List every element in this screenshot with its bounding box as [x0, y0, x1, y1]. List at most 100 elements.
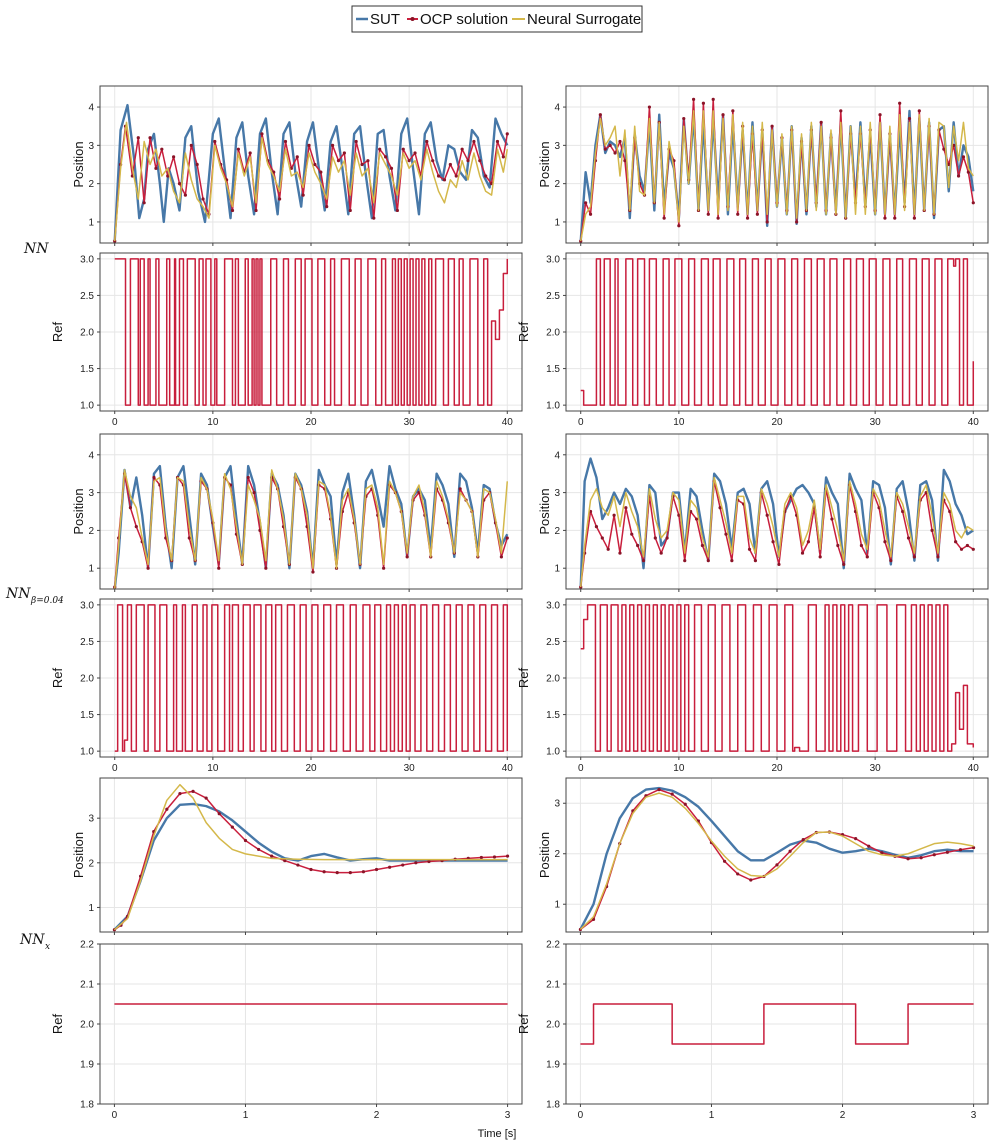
ocp-point [683, 559, 687, 563]
series-ocp-solution-line [580, 604, 975, 752]
y-tick-label: 1.9 [80, 1060, 94, 1071]
ocp-point [724, 532, 728, 536]
ocp-point [932, 853, 936, 857]
series-ocp-solution-line [580, 1003, 974, 1045]
ocp-point [867, 844, 871, 848]
y-tick-label: 2.5 [80, 637, 94, 648]
panel-11: 0 1 2 3 1.8 1.9 2.0 2.1 2.2 Ref [516, 940, 989, 1121]
y-tick-label: 1.0 [80, 747, 94, 758]
series-neural-surrogate-line [113, 783, 508, 931]
ocp-point [217, 566, 221, 570]
panel-frame [565, 777, 989, 933]
ocp-point [917, 109, 921, 113]
y-tick-label: 1.0 [80, 401, 94, 412]
ocp-point [747, 547, 752, 551]
x-tick-label: 0 [112, 1110, 118, 1121]
ocp-point [959, 547, 964, 551]
ocp-point [736, 212, 740, 216]
y-tick-label: 2.0 [80, 674, 94, 685]
series-neural-surrogate-line [113, 469, 509, 589]
x-tick-label: 1 [243, 1110, 249, 1121]
y-tick-label: 1 [88, 217, 94, 228]
ocp-point [311, 570, 315, 574]
ocp-point [788, 849, 792, 853]
ocp-point [401, 147, 405, 151]
ocp-point [187, 536, 191, 540]
series-neural-surrogate-line [579, 476, 974, 588]
ocp-point [309, 867, 313, 872]
ocp-point [701, 101, 705, 105]
ocp-point [472, 139, 476, 144]
ocp-point [608, 143, 612, 147]
ocp-point [146, 566, 150, 570]
ocp-point [283, 858, 287, 863]
ocp-point [749, 878, 753, 882]
ocp-point [907, 116, 912, 121]
y-axis-title: Ref [516, 667, 531, 688]
x-tick-label: 20 [771, 763, 783, 774]
ocp-point [313, 162, 317, 167]
ocp-point [501, 155, 505, 159]
ocp-point [466, 159, 470, 163]
ocp-point [930, 528, 934, 533]
plot-area [579, 457, 975, 589]
ocp-point [677, 224, 681, 228]
ocp-point [800, 551, 805, 555]
y-tick-label: 2 [88, 858, 94, 869]
ocp-point [136, 136, 140, 140]
ocp-point [819, 120, 823, 124]
y-tick-label: 4 [554, 450, 560, 461]
ocp-point [301, 193, 305, 197]
ocp-point [389, 166, 394, 170]
x-tick-label: 10 [207, 417, 219, 428]
legend: SUT OCP solution Neural Surrogate [351, 5, 643, 33]
ocp-point [730, 559, 734, 563]
ocp-point [296, 863, 300, 867]
ocp-point [755, 212, 759, 216]
ocp-point [795, 220, 799, 224]
y-tick-label: 1 [88, 564, 94, 575]
y-axis-title: Ref [50, 1013, 65, 1034]
row-label-nn-beta-main: NN [5, 586, 31, 602]
ocp-point [584, 201, 588, 205]
ocp-point [322, 870, 326, 874]
ocp-point [277, 197, 282, 201]
ocp-point [492, 855, 497, 859]
ocp-point [217, 812, 221, 816]
ocp-point [414, 861, 418, 865]
y-tick-label: 2.5 [546, 637, 560, 648]
ocp-point [588, 212, 593, 216]
ocp-point [264, 566, 268, 570]
y-tick-label: 2 [554, 526, 560, 537]
ocp-point [919, 856, 923, 860]
ocp-point [865, 555, 869, 559]
ocp-point [407, 159, 411, 163]
ocp-point [880, 851, 884, 855]
ocp-point [653, 536, 657, 540]
ocp-point [374, 867, 379, 872]
series-neural-surrogate-line [579, 110, 974, 242]
ocp-point [775, 863, 779, 867]
x-tick-label: 30 [870, 763, 882, 774]
y-tick-label: 3 [88, 488, 94, 499]
ocp-point [912, 216, 916, 220]
y-tick-label: 1.5 [80, 364, 94, 375]
y-axis-title: Ref [516, 1013, 531, 1034]
ocp-point [630, 532, 634, 536]
ocp-point [670, 792, 674, 796]
y-tick-label: 2.5 [80, 291, 94, 302]
y-tick-label: 2.0 [546, 1020, 560, 1031]
ocp-point [230, 825, 234, 829]
x-tick-label: 10 [207, 763, 219, 774]
ocp-point [716, 216, 720, 220]
ocp-point [152, 475, 156, 480]
ocp-point [335, 871, 339, 875]
series-sut-line [113, 103, 509, 242]
ocp-point [177, 182, 182, 186]
ocp-point [947, 162, 951, 167]
y-tick-label: 3.0 [546, 254, 560, 265]
y-tick-label: 1.9 [546, 1060, 560, 1071]
ocp-point [971, 846, 976, 850]
